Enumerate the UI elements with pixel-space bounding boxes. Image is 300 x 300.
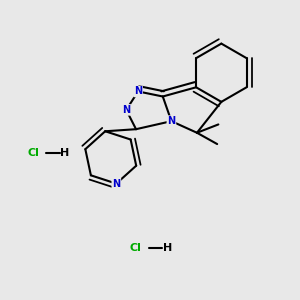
Text: N: N xyxy=(122,105,130,115)
Text: N: N xyxy=(134,86,142,96)
Text: N: N xyxy=(167,116,175,126)
Text: Cl: Cl xyxy=(27,148,39,158)
Text: H: H xyxy=(60,148,69,158)
Text: Cl: Cl xyxy=(130,243,142,253)
Text: H: H xyxy=(163,243,172,253)
Text: N: N xyxy=(112,178,120,189)
